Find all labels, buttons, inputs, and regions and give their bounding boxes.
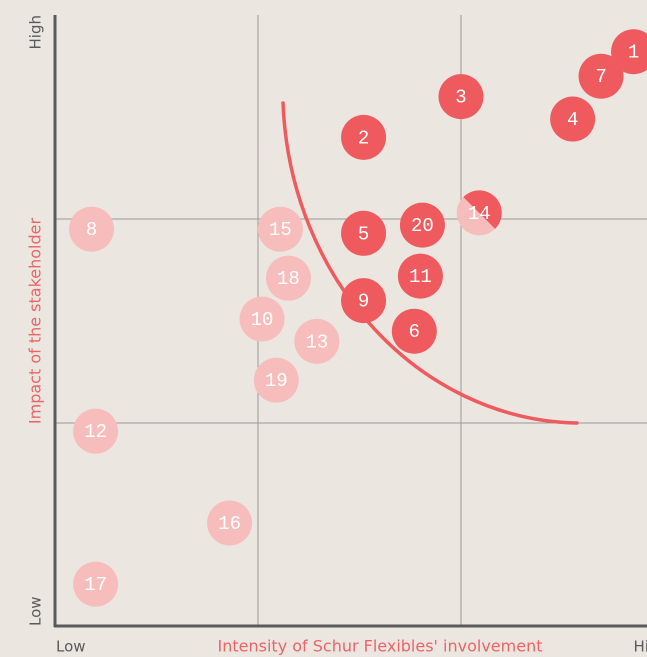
point-label: 16 [218, 513, 241, 535]
point [341, 210, 387, 256]
point [207, 500, 253, 546]
x-axis-title: Intensity of Schur Flexibles' involvemen… [218, 637, 543, 656]
point-label: 3 [455, 87, 466, 109]
point [611, 29, 647, 75]
y-axis-title: Impact of the stakeholder [26, 217, 45, 424]
x-tick-label: High [634, 638, 647, 656]
point [456, 190, 502, 236]
y-tick-label: Low [27, 596, 45, 626]
point-label: 9 [358, 291, 369, 313]
threshold-curve [281, 101, 579, 425]
point-label: 20 [411, 215, 434, 237]
point [257, 206, 303, 252]
point [399, 202, 445, 248]
point [341, 278, 387, 324]
point-label: 1 [628, 42, 639, 64]
point-label: 18 [277, 268, 300, 290]
point-label: 11 [409, 266, 432, 288]
point [578, 53, 624, 99]
point [438, 74, 484, 120]
point-label: 5 [358, 223, 369, 245]
point [239, 296, 285, 342]
point-label: 7 [595, 66, 606, 88]
y-tick-label: High [27, 15, 45, 49]
point-label: 10 [251, 309, 274, 331]
point [550, 96, 596, 142]
point-label: 6 [409, 321, 420, 343]
point [391, 308, 437, 354]
point [397, 253, 443, 299]
point-label: 14 [468, 203, 491, 225]
point [265, 255, 311, 301]
point [294, 318, 340, 364]
point-label: 17 [84, 574, 107, 596]
point [73, 561, 119, 607]
point [69, 206, 115, 252]
point [341, 114, 387, 160]
point-label: 2 [358, 127, 369, 149]
point-label: 13 [305, 331, 328, 353]
point-label: 15 [269, 219, 292, 241]
point-label: 4 [567, 109, 578, 131]
x-tick-label: Low [56, 638, 86, 656]
point-label: 19 [265, 370, 288, 392]
point-label: 8 [86, 219, 97, 241]
point-label: 12 [84, 421, 107, 443]
point [253, 357, 299, 403]
point [73, 408, 119, 454]
